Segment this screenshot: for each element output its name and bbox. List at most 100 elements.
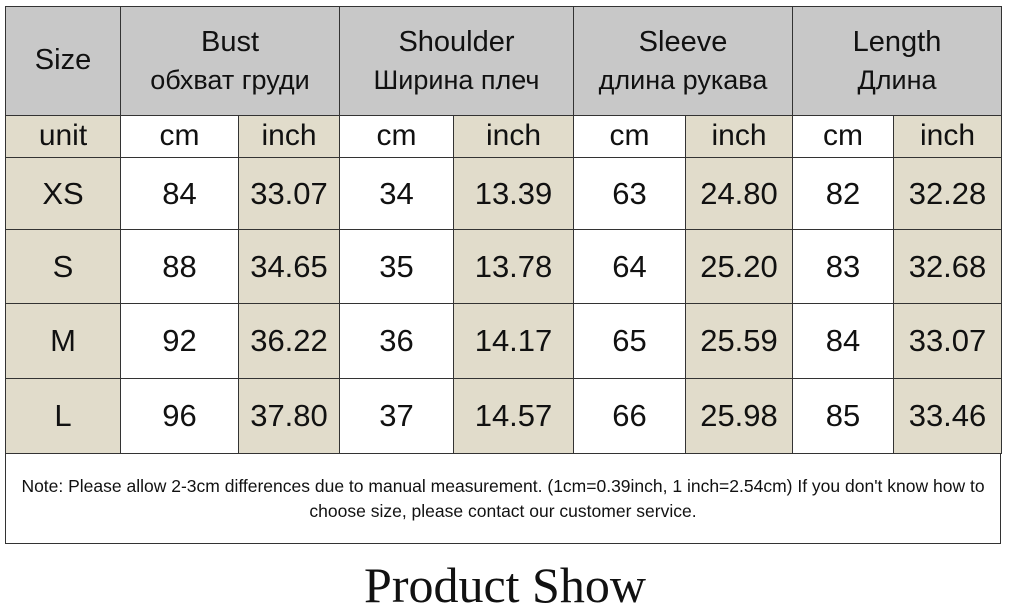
cell-text: 35 — [379, 248, 414, 284]
data-cell: 25.59 — [685, 303, 793, 379]
unit-text: inch — [485, 119, 542, 153]
header-cell: Shoulder Ширина плеч — [339, 6, 574, 116]
cell-text: 13.39 — [474, 175, 553, 211]
cell-text: 84 — [825, 323, 861, 359]
unit-text: unit — [38, 119, 88, 153]
header-cell: Bust обхват груди — [120, 6, 340, 116]
header-text: Size — [34, 44, 92, 77]
unit-text: cm — [823, 119, 863, 153]
header-cell: Size — [5, 6, 121, 116]
cell-text: 32.28 — [908, 175, 987, 211]
cell-text: 88 — [162, 248, 197, 284]
data-cell: 66 — [573, 378, 686, 454]
data-cell: 14.57 — [453, 378, 574, 454]
cell-text: M — [50, 323, 76, 359]
data-cell: M — [5, 303, 121, 379]
data-cell: 37.80 — [238, 378, 340, 454]
unit-text: inch — [261, 119, 317, 153]
cell-text: 37 — [379, 398, 414, 434]
data-cell: 32.68 — [893, 229, 1002, 304]
data-cell: 34.65 — [238, 229, 340, 304]
cell-text: 33.46 — [908, 398, 987, 434]
cell-text: 33.07 — [908, 323, 987, 359]
data-cell: 33.46 — [893, 378, 1002, 454]
cell-text: S — [52, 248, 74, 284]
note: Note: Please allow 2-3cm differences due… — [5, 453, 1001, 544]
data-cell: 35 — [339, 229, 454, 304]
cell-text: 36.22 — [250, 323, 328, 359]
unit-cell: inch — [893, 115, 1002, 158]
unit-text: inch — [919, 119, 976, 153]
unit-cell: inch — [453, 115, 574, 158]
unit-text: cm — [609, 119, 650, 153]
cell-text: 64 — [612, 248, 647, 284]
header-title: Shoulder — [398, 26, 515, 59]
unit-cell: cm — [573, 115, 686, 158]
unit-text: cm — [376, 119, 417, 153]
data-cell: 25.20 — [685, 229, 793, 304]
cell-text: 65 — [612, 323, 647, 359]
data-cell: 82 — [792, 157, 894, 230]
data-cell: 63 — [573, 157, 686, 230]
header-title: Bust — [200, 26, 260, 59]
header-cell: Length Длина — [792, 6, 1002, 116]
cell-text: 13.78 — [474, 248, 553, 284]
cell-text: 37.80 — [250, 398, 328, 434]
cell-text: 24.80 — [700, 175, 778, 211]
unit-cell: cm — [120, 115, 239, 158]
data-cell: 36 — [339, 303, 454, 379]
cell-text: 32.68 — [908, 248, 987, 284]
cell-text: 36 — [379, 323, 414, 359]
data-cell: 37 — [339, 378, 454, 454]
cell-text: 96 — [162, 398, 197, 434]
data-cell: 96 — [120, 378, 239, 454]
unit-cell: cm — [792, 115, 894, 158]
cell-text: 84 — [162, 175, 197, 211]
data-cell: 33.07 — [893, 303, 1002, 379]
data-cell: 34 — [339, 157, 454, 230]
header-subtitle: обхват груди — [150, 65, 310, 96]
unit-text: cm — [159, 119, 200, 153]
cell-text: 33.07 — [250, 175, 328, 211]
cell-text: XS — [42, 175, 84, 211]
cell-text: 92 — [162, 323, 197, 359]
data-cell: 65 — [573, 303, 686, 379]
data-cell: 24.80 — [685, 157, 793, 230]
header-cell: Sleeve длина рукава — [573, 6, 793, 116]
header-subtitle: Ширина плеч — [373, 65, 540, 96]
cell-text: 66 — [612, 398, 647, 434]
header-title: Length — [852, 26, 942, 59]
cell-text: 14.17 — [474, 323, 553, 359]
cell-text: 14.57 — [474, 398, 553, 434]
data-cell: 36.22 — [238, 303, 340, 379]
header-subtitle: Длина — [857, 65, 937, 96]
cell-text: 34 — [379, 175, 414, 211]
data-cell: 85 — [792, 378, 894, 454]
unit-cell: inch — [685, 115, 793, 158]
data-cell: 88 — [120, 229, 239, 304]
data-cell: 83 — [792, 229, 894, 304]
data-cell: 13.78 — [453, 229, 574, 304]
data-cell: 84 — [792, 303, 894, 379]
data-cell: 25.98 — [685, 378, 793, 454]
cell-text: 83 — [825, 248, 861, 284]
data-cell: 64 — [573, 229, 686, 304]
footer-title: Product Show — [364, 557, 646, 613]
cell-text: 25.59 — [700, 323, 778, 359]
unit-cell: cm — [339, 115, 454, 158]
data-cell: XS — [5, 157, 121, 230]
data-cell: 13.39 — [453, 157, 574, 230]
cell-text: 34.65 — [250, 248, 328, 284]
header-title: Sleeve — [638, 26, 728, 59]
cell-text: 63 — [612, 175, 647, 211]
data-cell: 92 — [120, 303, 239, 379]
data-cell: 32.28 — [893, 157, 1002, 230]
cell-text: 82 — [825, 175, 861, 211]
data-cell: 84 — [120, 157, 239, 230]
cell-text: L — [54, 398, 72, 434]
header-subtitle: длина рукава — [598, 65, 768, 96]
unit-text: inch — [711, 119, 767, 153]
unit-cell: unit — [5, 115, 121, 158]
unit-cell: inch — [238, 115, 340, 158]
